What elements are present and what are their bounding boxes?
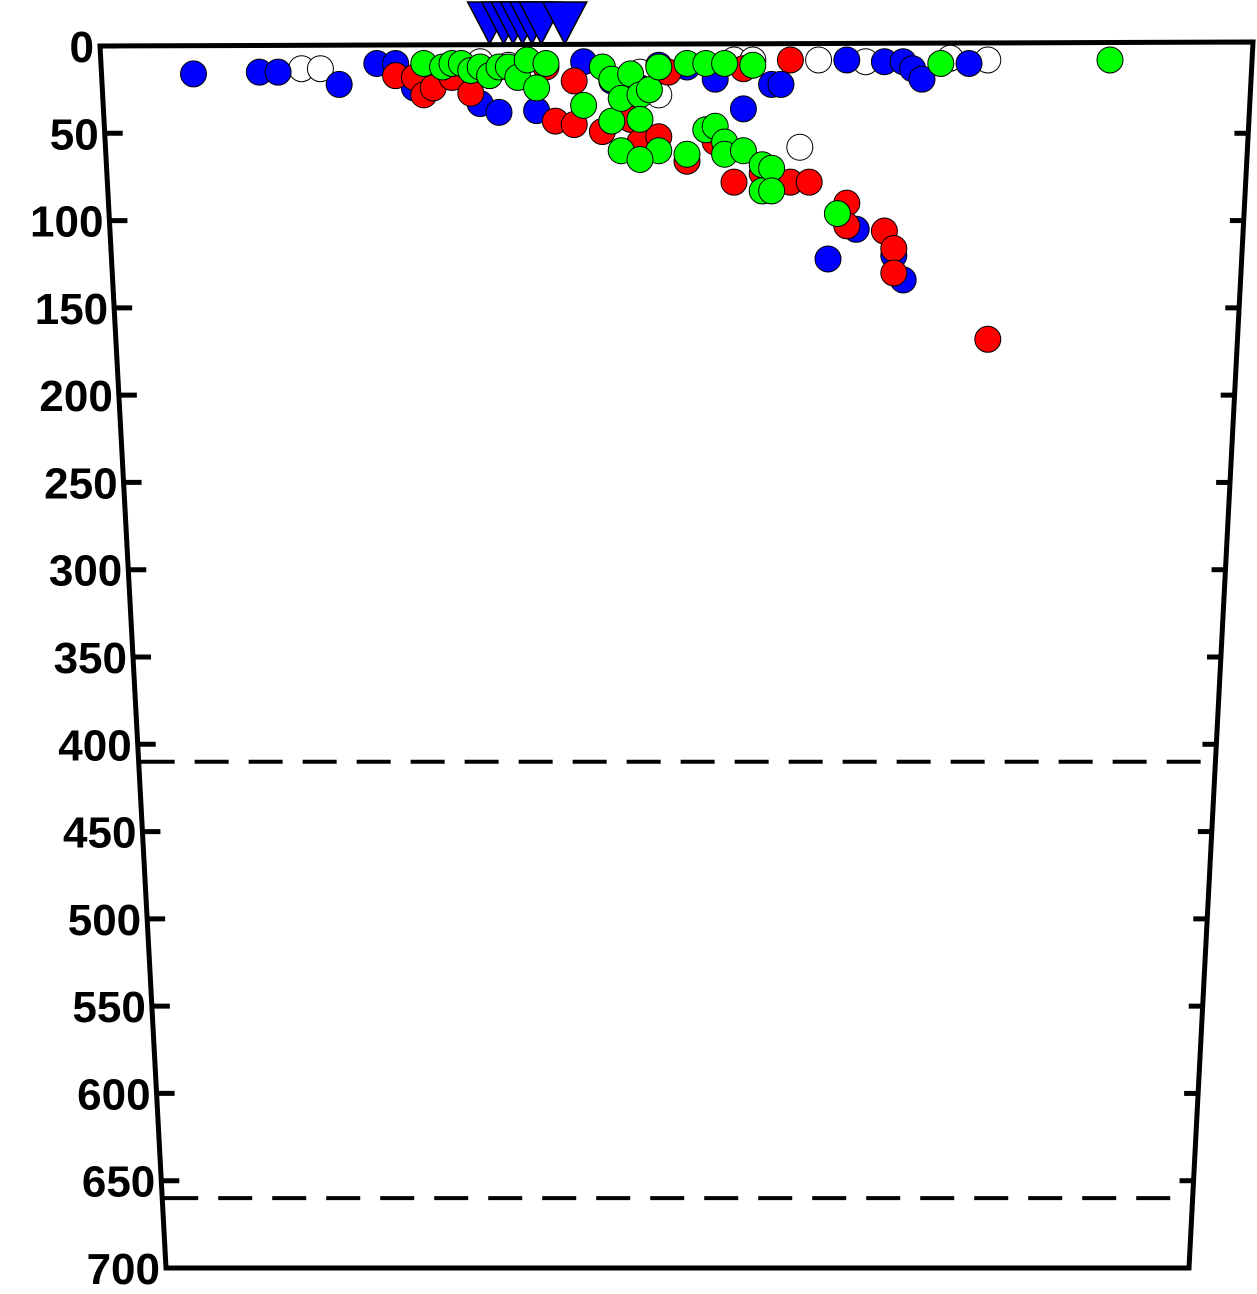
y-tick-label: 100 (30, 198, 103, 247)
event-marker (805, 46, 833, 74)
event-markers (180, 44, 1124, 353)
event-marker (739, 51, 767, 79)
event-marker (673, 140, 701, 168)
event-marker (598, 107, 626, 135)
y-tick-label: 700 (87, 1245, 160, 1294)
reference-lines (140, 759, 1214, 1201)
event-marker (758, 177, 786, 205)
event-marker (833, 46, 861, 74)
event-marker (485, 98, 513, 126)
event-marker (729, 95, 757, 123)
event-marker (955, 49, 983, 77)
y-axis-ticks: 0 50 100 150 200 250 300 350 400 450 500 550 600 650 7… (30, 23, 1249, 1294)
y-tick-label: 400 (58, 721, 131, 770)
event-marker (786, 133, 814, 161)
event-marker (645, 53, 673, 81)
event-marker (626, 145, 654, 173)
y-tick-label: 600 (77, 1070, 150, 1119)
event-marker (570, 91, 598, 119)
event-marker (532, 49, 560, 77)
event-marker (720, 168, 748, 196)
event-marker (264, 58, 292, 86)
event-marker (635, 76, 663, 104)
y-tick-label: 150 (35, 285, 108, 334)
station-marker (541, 1, 589, 46)
y-tick-label: 200 (39, 372, 112, 421)
y-tick-label: 550 (72, 983, 145, 1032)
event-marker (626, 105, 654, 133)
y-tick-label: 50 (50, 110, 99, 159)
event-marker (306, 55, 334, 83)
event-marker (974, 325, 1002, 353)
y-tick-label: 350 (54, 634, 127, 683)
event-marker (767, 70, 795, 98)
event-marker (180, 60, 207, 88)
event-marker (729, 137, 757, 165)
event-marker (880, 235, 908, 263)
event-marker (560, 67, 588, 95)
event-marker (795, 168, 823, 196)
y-tick-label: 0 (70, 23, 94, 72)
event-marker (927, 49, 955, 77)
event-marker (1096, 46, 1124, 74)
plot-frame (97, 39, 1256, 1271)
y-tick-label: 250 (44, 459, 117, 508)
y-tick-label: 650 (82, 1158, 155, 1207)
event-marker (758, 154, 786, 182)
y-tick-label: 450 (63, 809, 136, 858)
event-marker (711, 49, 739, 77)
event-marker (880, 259, 908, 287)
y-tick-label: 300 (49, 547, 122, 596)
event-marker (814, 245, 842, 273)
event-marker (823, 200, 851, 228)
event-marker (908, 65, 936, 93)
y-tick-label: 500 (68, 896, 141, 945)
event-marker (776, 46, 804, 74)
event-marker (325, 70, 353, 98)
station-markers (466, 1, 589, 46)
event-marker (523, 74, 551, 102)
